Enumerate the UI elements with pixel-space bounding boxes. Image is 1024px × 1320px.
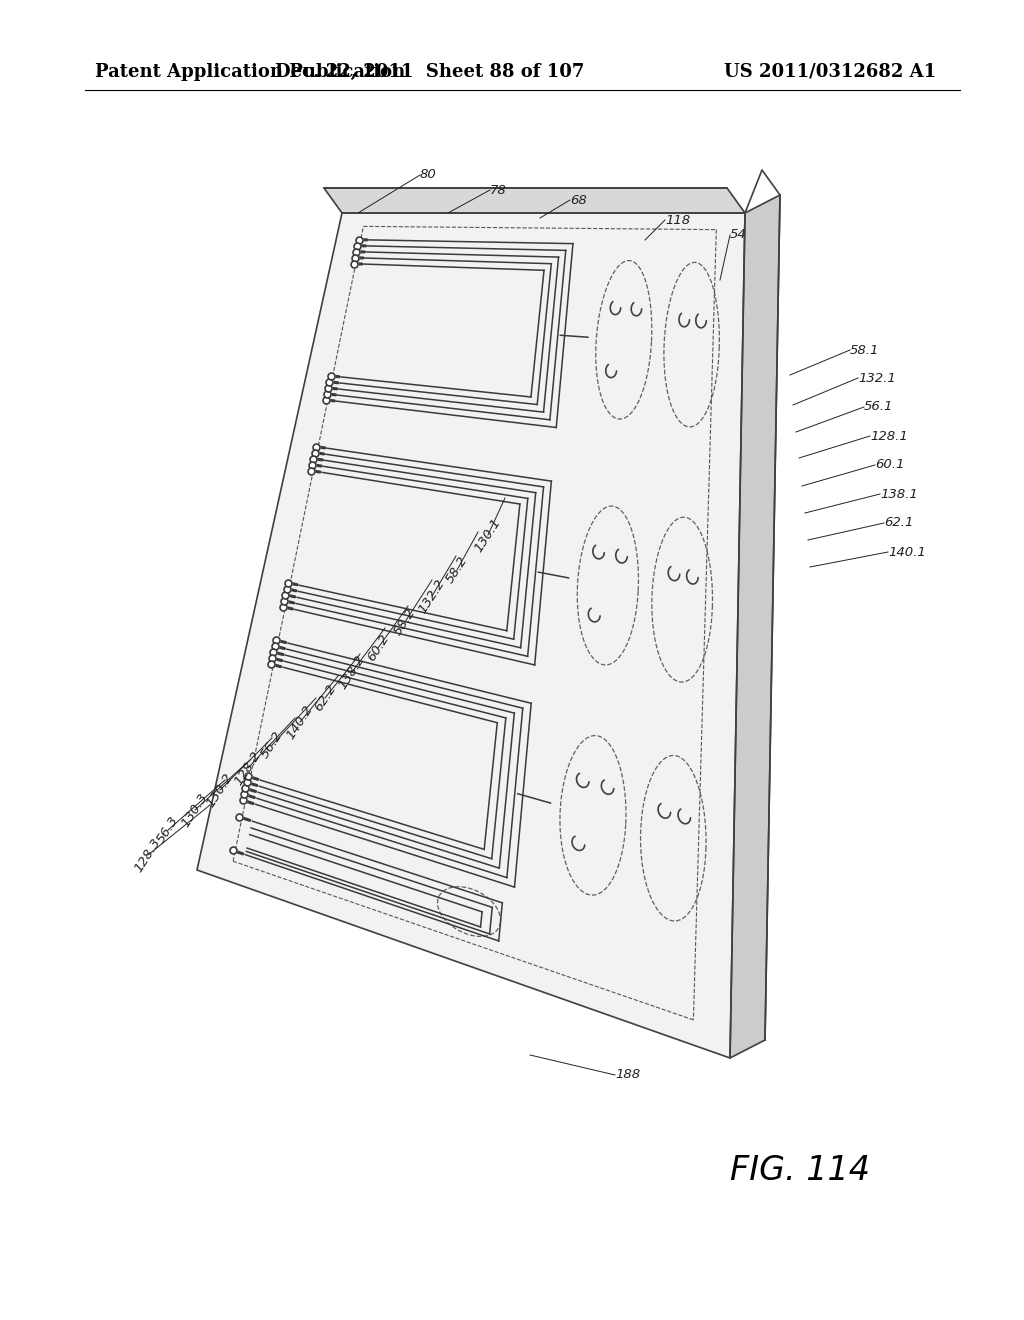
Text: 138.1: 138.1 [880, 487, 918, 500]
Text: 188: 188 [615, 1068, 640, 1081]
Text: 56.3: 56.3 [155, 814, 181, 846]
Text: 68: 68 [570, 194, 587, 206]
Text: 80: 80 [420, 169, 437, 181]
Text: 138.2: 138.2 [336, 652, 368, 692]
Text: 78: 78 [490, 183, 507, 197]
Text: 60.1: 60.1 [874, 458, 904, 471]
Text: 132.1: 132.1 [858, 371, 896, 384]
Text: Patent Application Publication: Patent Application Publication [95, 63, 406, 81]
Text: 140.2: 140.2 [285, 702, 315, 742]
Polygon shape [324, 187, 745, 213]
Text: 62.1: 62.1 [884, 516, 913, 529]
Text: 128.2: 128.2 [232, 748, 264, 787]
Text: 140.1: 140.1 [888, 545, 926, 558]
Text: 58.2: 58.2 [443, 554, 470, 586]
Text: 54: 54 [730, 228, 746, 242]
Text: Dec. 22, 2011  Sheet 88 of 107: Dec. 22, 2011 Sheet 88 of 107 [275, 63, 585, 81]
Text: 130.2: 130.2 [204, 771, 236, 809]
Text: 128.3: 128.3 [132, 836, 164, 874]
Text: 60.2: 60.2 [365, 632, 391, 664]
Text: 130.3: 130.3 [179, 791, 211, 829]
Text: 58.1: 58.1 [850, 343, 880, 356]
Polygon shape [197, 213, 745, 1059]
Text: 132.2: 132.2 [417, 577, 447, 615]
Text: 128.1: 128.1 [870, 429, 907, 442]
Text: FIG. 114: FIG. 114 [730, 1154, 870, 1187]
Text: 56.1: 56.1 [864, 400, 893, 413]
Text: 62.2: 62.2 [311, 682, 339, 714]
Text: US 2011/0312682 A1: US 2011/0312682 A1 [724, 63, 936, 81]
Polygon shape [730, 195, 780, 1059]
Text: 130.1: 130.1 [472, 516, 504, 554]
Text: 56.2: 56.2 [258, 729, 286, 760]
Text: 118: 118 [665, 214, 690, 227]
Text: 58.2: 58.2 [391, 606, 419, 638]
